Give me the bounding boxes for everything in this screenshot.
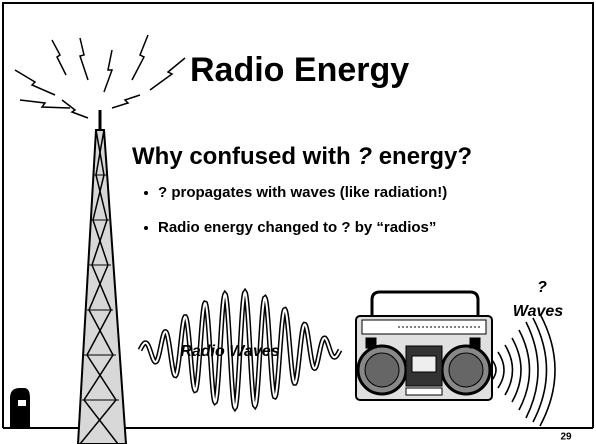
bullet: ? propagates with waves (like radiation!… (158, 184, 447, 201)
hut (10, 388, 30, 428)
subtitle-text: energy? (379, 143, 472, 170)
subtitle: Why confused with ? energy? (132, 143, 472, 170)
sound-symbol: ? (537, 279, 547, 296)
subtitle-symbol: ? (357, 143, 372, 170)
title: Radio Energy (190, 51, 409, 89)
subtitle-text: Why confused with (132, 143, 351, 170)
bullet: Radio energy changed to ? by “radios” (158, 219, 436, 236)
slide: Radio Energy Why confused with ? energy?… (0, 0, 596, 444)
sound-label: Waves (513, 303, 564, 320)
bullet-dot (144, 191, 148, 195)
wave-label: Radio Waves (180, 343, 279, 360)
page-number: 29 (560, 432, 572, 443)
bullet-dot (144, 226, 148, 230)
